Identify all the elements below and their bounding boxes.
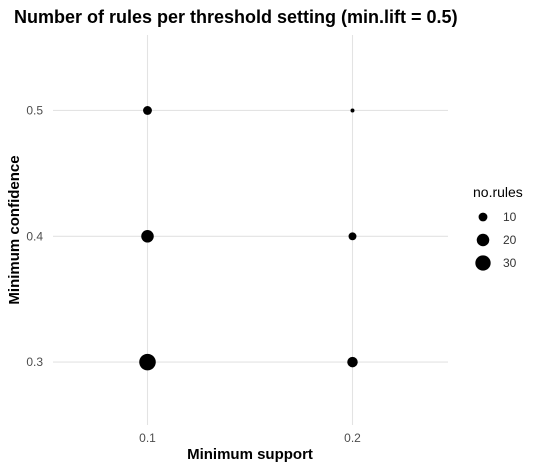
data-point	[350, 108, 355, 113]
x-tick-label: 0.1	[139, 431, 156, 445]
y-tick-label: 0.4	[26, 229, 43, 243]
legend-label: 20	[503, 233, 517, 247]
legend: no.rules 10 20 30	[473, 184, 523, 271]
data-point	[139, 353, 156, 371]
chart-title: Number of rules per threshold setting (m…	[14, 7, 458, 27]
x-axis-title: Minimum support	[187, 446, 313, 463]
legend-key	[478, 212, 488, 222]
legend-key	[476, 233, 490, 247]
grid	[53, 35, 448, 425]
y-axis-title: Minimum confidence	[6, 155, 23, 304]
x-tick-label: 0.2	[344, 431, 361, 445]
data-points	[139, 106, 358, 371]
data-point	[141, 230, 154, 243]
y-tick-label: 0.3	[26, 355, 43, 369]
legend-label: 10	[503, 210, 517, 224]
data-point	[347, 356, 358, 368]
legend-title: no.rules	[473, 184, 523, 200]
y-tick-label: 0.5	[26, 103, 43, 117]
data-point	[143, 106, 152, 115]
data-point	[348, 232, 357, 241]
legend-items: 10 20 30	[475, 210, 517, 271]
legend-label: 30	[503, 256, 517, 270]
legend-key	[475, 255, 491, 271]
tick-labels: 0.1 0.2 0.3 0.4 0.5	[26, 103, 361, 445]
